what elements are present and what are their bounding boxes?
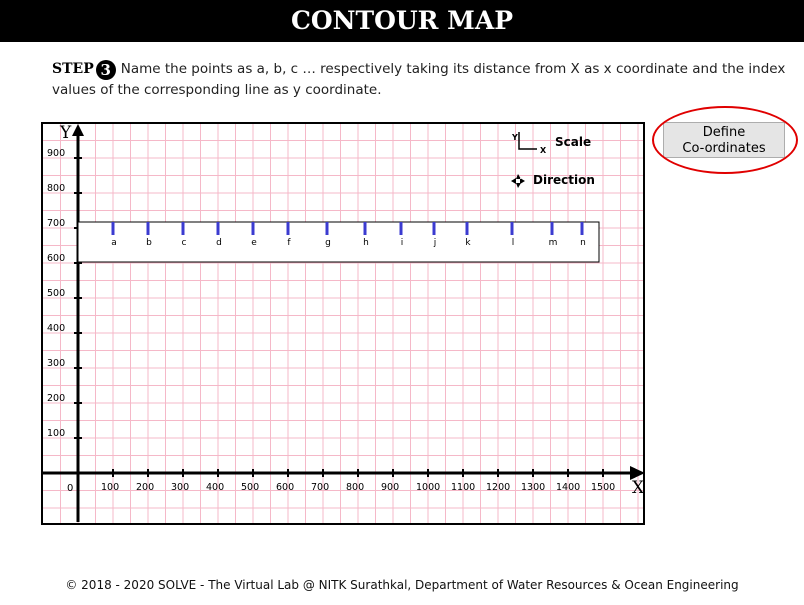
points-strip: a b c d e f g h i j k l m n <box>77 221 600 263</box>
point-label: f <box>287 238 291 248</box>
x-tick-label: 1500 <box>591 482 615 493</box>
y-axis-ticks: 900 800 700 600 500 400 300 200 100 <box>47 148 82 439</box>
point-marker <box>363 222 367 235</box>
x-axis-title: X <box>632 478 645 498</box>
legend-direction-label: Direction <box>533 173 595 187</box>
x-tick-label: 600 <box>276 482 294 493</box>
x-tick-label: 1000 <box>416 482 440 493</box>
step-number-badge: 3 <box>95 60 116 80</box>
point-label: g <box>325 238 331 248</box>
footer-credit: © 2018 - 2020 SOLVE - The Virtual Lab @ … <box>65 578 739 592</box>
point-marker <box>286 222 290 235</box>
x-tick-label: 1200 <box>486 482 510 493</box>
map-legend: Y X Scale Direction <box>511 132 595 188</box>
point-marker <box>432 222 436 235</box>
x-axis-ticks: 100 200 300 400 500 600 700 800 900 1000 1100 1200 1… <box>101 469 615 493</box>
step-text: Name the points as a, b, c … respectivel… <box>52 61 786 98</box>
point-marker <box>146 222 150 235</box>
legend-scale-x: X <box>540 146 547 155</box>
x-tick-label: 1100 <box>451 482 475 493</box>
x-tick-label: 900 <box>381 482 399 493</box>
map-border <box>41 122 645 525</box>
point-label: h <box>363 238 369 248</box>
point-label: a <box>111 238 117 248</box>
define-button-line2: Co-ordinates <box>682 140 766 156</box>
scale-icon <box>518 132 537 150</box>
point-marker <box>580 222 584 235</box>
point-label: l <box>512 238 515 248</box>
y-tick-label: 900 <box>47 148 65 159</box>
y-axis-title: Y <box>59 123 72 143</box>
point-marker <box>550 222 554 235</box>
step-label: STEP <box>52 61 94 77</box>
point-label: n <box>580 238 586 248</box>
x-tick-label: 500 <box>241 482 259 493</box>
point-label: j <box>433 238 437 248</box>
x-tick-label: 1300 <box>521 482 545 493</box>
y-tick-label: 800 <box>47 183 65 194</box>
point-marker <box>181 222 185 235</box>
x-tick-label: 1400 <box>556 482 580 493</box>
point-marker <box>399 222 403 235</box>
y-tick-label: 400 <box>47 323 65 334</box>
x-tick-label: 100 <box>101 482 119 493</box>
y-axis-arrowhead <box>72 124 84 136</box>
y-tick-label: 200 <box>47 393 65 404</box>
x-tick-label: 700 <box>311 482 329 493</box>
point-marker <box>216 222 220 235</box>
y-tick-label: 600 <box>47 253 65 264</box>
x-tick-label: 200 <box>136 482 154 493</box>
point-label: m <box>549 238 558 248</box>
point-label: c <box>182 238 187 248</box>
point-marker <box>465 222 469 235</box>
legend-scale-y: Y <box>511 133 518 142</box>
point-label: b <box>146 238 152 248</box>
define-coordinates-button[interactable]: Define Co-ordinates <box>663 122 785 158</box>
x-tick-label: 800 <box>346 482 364 493</box>
points-strip-box <box>77 221 600 263</box>
y-tick-label: 500 <box>47 288 65 299</box>
point-marker <box>251 222 255 235</box>
x-axis-arrowhead <box>630 466 645 480</box>
page-title: CONTOUR MAP <box>0 0 804 42</box>
y-tick-label: 300 <box>47 358 65 369</box>
point-label: k <box>465 238 471 248</box>
x-tick-label: 400 <box>206 482 224 493</box>
point-label: d <box>216 238 222 248</box>
x-tick-label: 300 <box>171 482 189 493</box>
point-marker <box>510 222 514 235</box>
map-axes: Y X 0 <box>43 123 645 522</box>
map-grid <box>43 124 643 523</box>
point-marker <box>111 222 115 235</box>
y-tick-label: 100 <box>47 428 65 439</box>
y-tick-label: 700 <box>47 218 65 229</box>
point-marker <box>325 222 329 235</box>
direction-icon <box>511 174 525 188</box>
legend-scale-label: Scale <box>555 135 591 149</box>
point-label: i <box>401 238 404 248</box>
define-button-line1: Define <box>702 124 746 140</box>
point-label: e <box>251 238 257 248</box>
origin-label: 0 <box>67 483 73 494</box>
step-instruction: STEP 3 Name the points as a, b, c … respec… <box>52 59 792 101</box>
